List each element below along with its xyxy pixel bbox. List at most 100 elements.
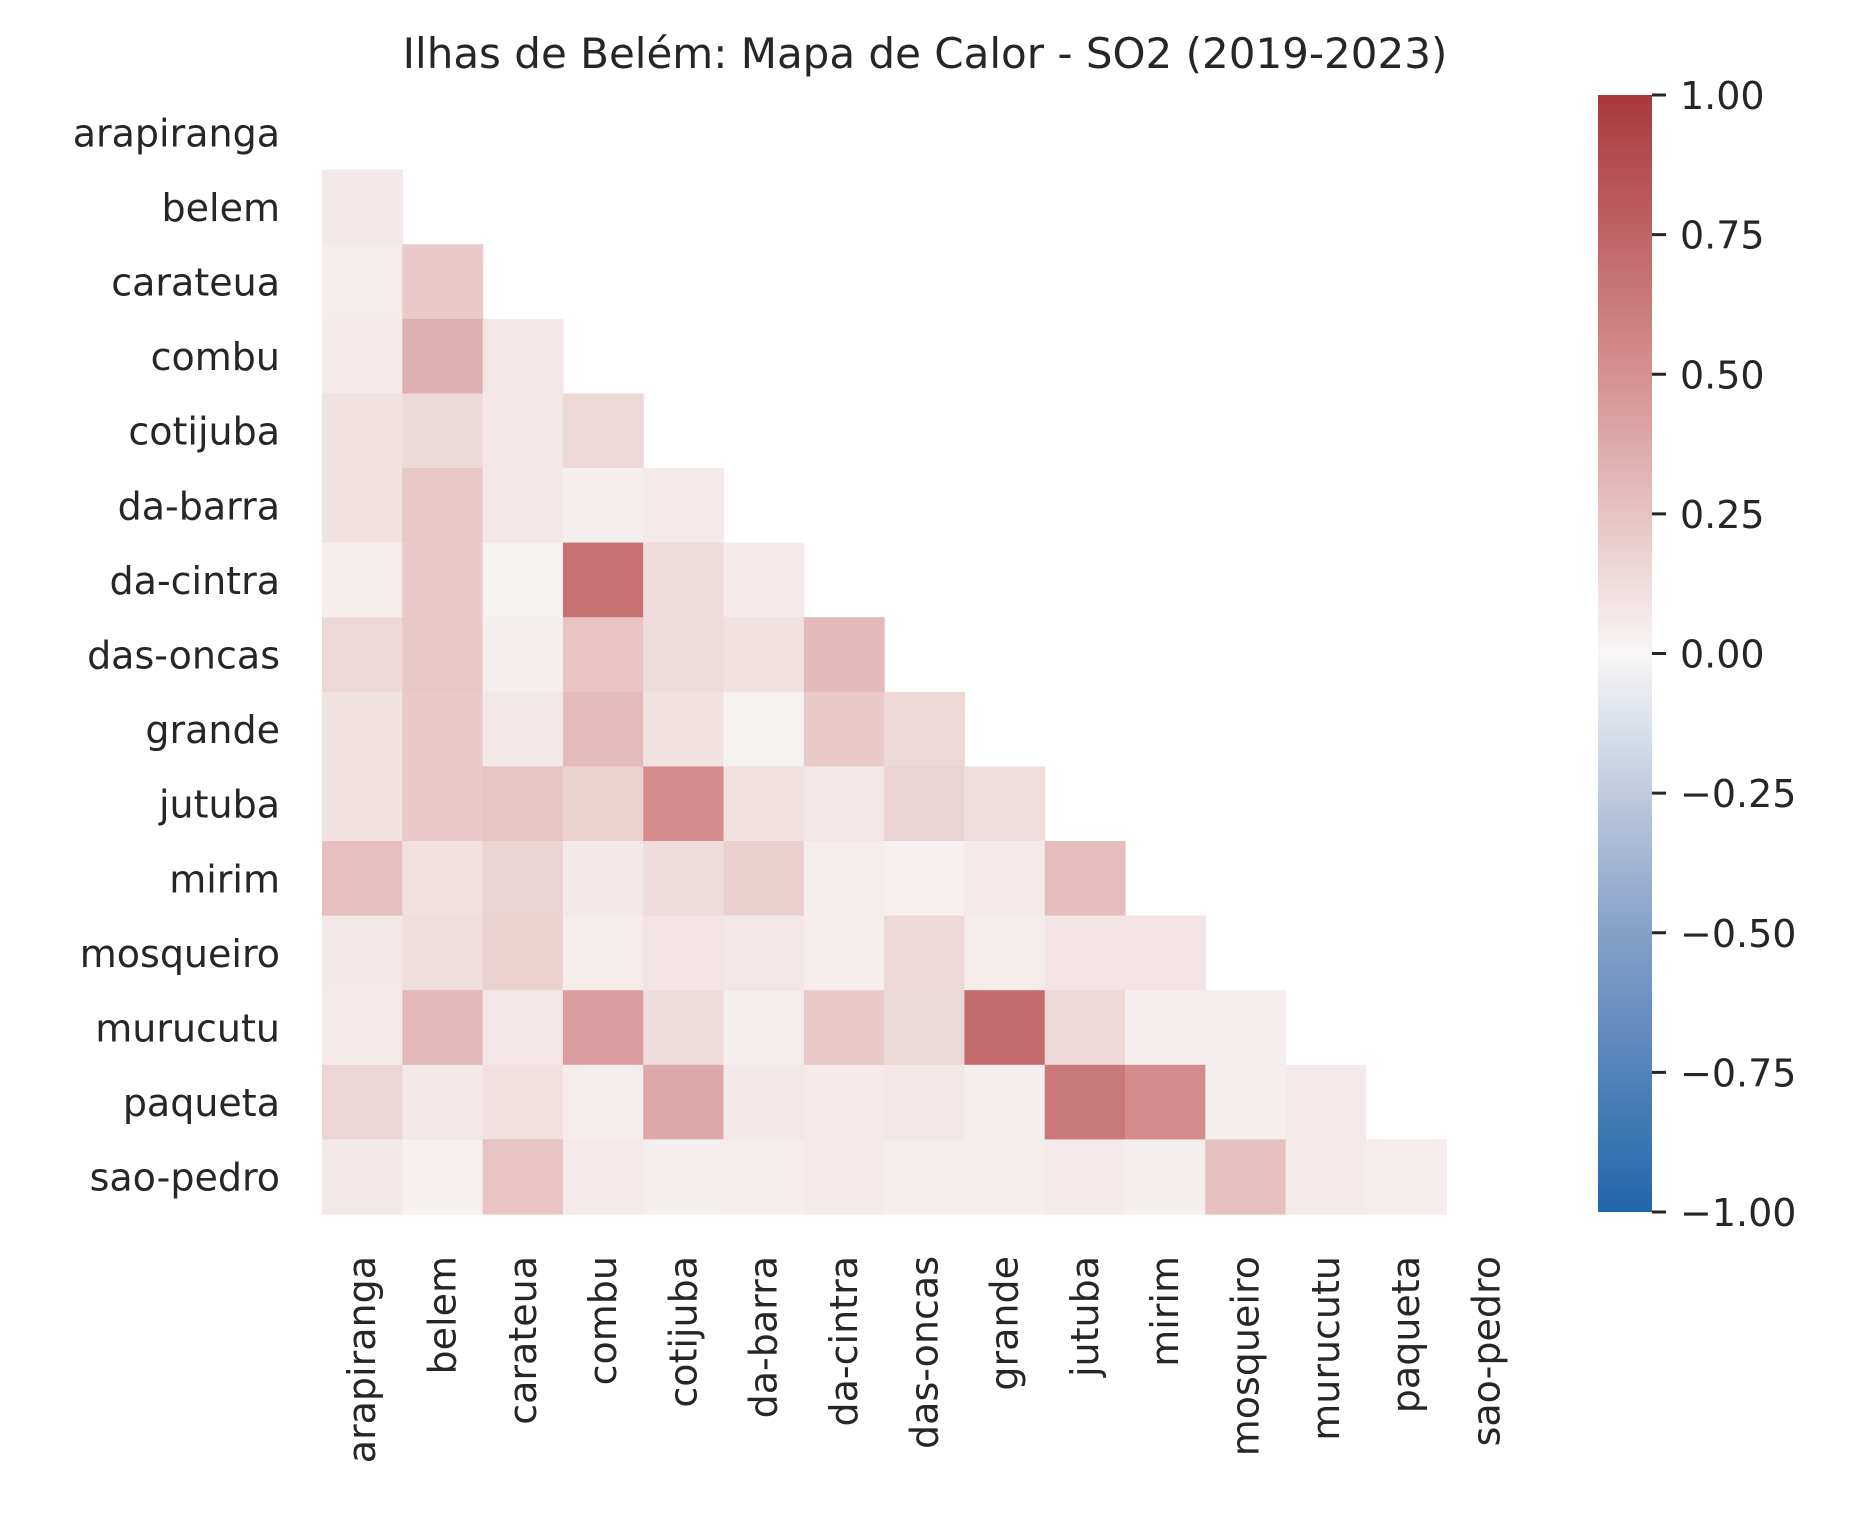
heatmap-cell-sao-pedro-da-cintra [803, 1139, 885, 1215]
heatmap-cell-grande-carateua [482, 691, 564, 767]
heatmap-cell-mosqueiro-das-oncas [884, 915, 965, 991]
heatmap-cell-jutuba-da-cintra [803, 766, 885, 842]
heatmap-cell-grande-arapiranga [322, 691, 403, 767]
x-tick-label-combu: combu [581, 1256, 625, 1385]
heatmap-cell-das-oncas-carateua [482, 617, 564, 693]
y-axis-tick-labels: arapiranga belem carateua combu cotijuba da-b… [73, 111, 280, 1199]
heatmap-cell-jutuba-carateua [482, 766, 564, 842]
heatmap-cell-das-oncas-combu [562, 617, 644, 693]
heatmap-cell-da-barra-combu [562, 468, 644, 544]
y-tick-label-sao-pedro: sao-pedro [90, 1156, 280, 1200]
y-tick-label-combu: combu [151, 335, 280, 379]
colorbar-ticks: 1.00 0.75 0.50 0.25 0.00 −0.25 −0.50 −0.75 −1.00 [1652, 74, 1796, 1235]
heatmap-cell-carateua-arapiranga [322, 244, 403, 320]
heatmap-cell-jutuba-das-oncas [884, 766, 965, 842]
heatmap-cell-das-oncas-da-barra [723, 617, 805, 693]
colorbar-tick-label: 1.00 [1680, 74, 1765, 118]
heatmap-cell-da-barra-cotijuba [643, 468, 725, 544]
heatmap-cell-sao-pedro-jutuba [1044, 1139, 1126, 1215]
y-tick-label-da-cintra: da-cintra [110, 559, 280, 603]
heatmap-cell-mirim-grande [964, 841, 1046, 917]
x-tick-label-sao-pedro: sao-pedro [1464, 1256, 1508, 1446]
heatmap-cell-sao-pedro-arapiranga [322, 1139, 403, 1215]
heatmap-cell-das-oncas-arapiranga [322, 617, 403, 693]
y-tick-label-das-oncas: das-oncas [87, 634, 280, 678]
heatmap-cell-mosqueiro-arapiranga [322, 915, 403, 991]
heatmap-cell-paqueta-das-oncas [884, 1064, 965, 1140]
heatmap-cell-mirim-das-oncas [884, 841, 965, 917]
heatmap-cell-da-cintra-cotijuba [643, 542, 725, 618]
heatmap-cell-jutuba-arapiranga [322, 766, 403, 842]
heatmap-cell-cotijuba-carateua [482, 393, 564, 469]
heatmap-cell-mirim-da-barra [723, 841, 805, 917]
heatmap-cell-murucutu-jutuba [1044, 990, 1126, 1066]
y-tick-label-grande: grande [145, 708, 280, 752]
heatmap-cell-murucutu-mirim [1125, 990, 1206, 1066]
heatmap-cell-sao-pedro-combu [562, 1139, 644, 1215]
colorbar-tick-label: 0.00 [1680, 633, 1765, 677]
heatmap-cell-mosqueiro-carateua [482, 915, 564, 991]
x-tick-label-cotijuba: cotijuba [661, 1256, 705, 1408]
heatmap-cell-grande-da-barra [723, 691, 805, 767]
heatmap-cell-paqueta-carateua [482, 1064, 564, 1140]
heatmap-cell-da-cintra-da-barra [723, 542, 805, 618]
heatmap-cell-mosqueiro-cotijuba [643, 915, 725, 991]
heatmap-cell-sao-pedro-belem [402, 1139, 484, 1215]
heatmap-cell-paqueta-arapiranga [322, 1064, 403, 1140]
heatmap-cell-mirim-combu [562, 841, 644, 917]
y-tick-label-da-barra: da-barra [118, 484, 280, 528]
heatmap-cell-murucutu-arapiranga [322, 990, 403, 1066]
heatmap-cell-sao-pedro-mirim [1125, 1139, 1206, 1215]
x-tick-label-mosqueiro: mosqueiro [1223, 1256, 1267, 1456]
heatmap-cell-da-cintra-combu [562, 542, 644, 618]
heatmap-cell-murucutu-cotijuba [643, 990, 725, 1066]
heatmap-cell-carateua-belem [402, 244, 484, 320]
x-tick-label-jutuba: jutuba [1063, 1256, 1107, 1378]
heatmap-cell-das-oncas-da-cintra [803, 617, 885, 693]
heatmap-cell-paqueta-combu [562, 1064, 644, 1140]
x-tick-label-da-barra: da-barra [742, 1256, 786, 1418]
y-tick-label-paqueta: paqueta [123, 1081, 280, 1125]
heatmap-cell-sao-pedro-grande [964, 1139, 1046, 1215]
heatmap-cell-murucutu-carateua [482, 990, 564, 1066]
y-tick-label-mirim: mirim [169, 857, 280, 901]
y-tick-label-mosqueiro: mosqueiro [80, 932, 280, 976]
chart-title: Ilhas de Belém: Mapa de Calor - SO2 (201… [403, 29, 1448, 78]
heatmap-cell-sao-pedro-da-barra [723, 1139, 805, 1215]
heatmap-cell-grande-combu [562, 691, 644, 767]
heatmap-cell-paqueta-murucutu [1285, 1064, 1367, 1140]
colorbar-tick-label: 0.75 [1680, 214, 1765, 258]
heatmap-cell-mirim-da-cintra [803, 841, 885, 917]
heatmap-cell-sao-pedro-carateua [482, 1139, 564, 1215]
heatmap-cell-das-oncas-cotijuba [643, 617, 725, 693]
heatmap-cell-combu-belem [402, 318, 484, 394]
heatmap-cell-jutuba-grande [964, 766, 1046, 842]
heatmap-cell-paqueta-da-cintra [803, 1064, 885, 1140]
heatmap-cell-grande-da-cintra [803, 691, 885, 767]
heatmap-cell-grande-belem [402, 691, 484, 767]
x-tick-label-da-cintra: da-cintra [822, 1256, 866, 1426]
heatmap-cell-paqueta-grande [964, 1064, 1046, 1140]
heatmap-cell-mirim-jutuba [1044, 841, 1126, 917]
heatmap-cell-murucutu-da-barra [723, 990, 805, 1066]
heatmap-cell-sao-pedro-mosqueiro [1205, 1139, 1287, 1215]
heatmap-cell-paqueta-mosqueiro [1205, 1064, 1287, 1140]
heatmap-cells [322, 169, 1447, 1215]
heatmap-cell-da-cintra-carateua [482, 542, 564, 618]
x-tick-label-belem: belem [420, 1256, 464, 1374]
heatmap-cell-sao-pedro-cotijuba [643, 1139, 725, 1215]
heatmap-cell-mirim-belem [402, 841, 484, 917]
heatmap-cell-paqueta-mirim [1125, 1064, 1206, 1140]
heatmap-cell-sao-pedro-paqueta [1365, 1139, 1447, 1215]
y-tick-label-cotijuba: cotijuba [128, 410, 280, 454]
heatmap-cell-jutuba-combu [562, 766, 644, 842]
x-tick-label-paqueta: paqueta [1384, 1256, 1428, 1413]
heatmap-cell-combu-arapiranga [322, 318, 403, 394]
heatmap-cell-jutuba-da-barra [723, 766, 805, 842]
heatmap-cell-murucutu-belem [402, 990, 484, 1066]
heatmap-cell-das-oncas-belem [402, 617, 484, 693]
heatmap-cell-murucutu-das-oncas [884, 990, 965, 1066]
x-tick-label-grande: grande [983, 1256, 1027, 1391]
heatmap-cell-mosqueiro-da-barra [723, 915, 805, 991]
